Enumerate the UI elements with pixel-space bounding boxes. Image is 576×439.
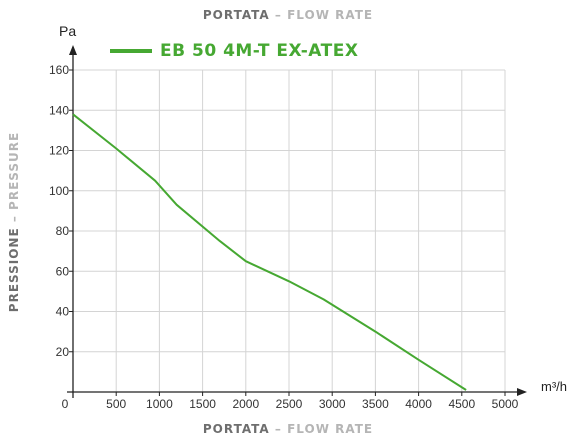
tick-labels: 0 500 1000 1500 2000 2500 3000 3500 4000 4500 5000… (49, 63, 519, 411)
top-title-strong: PORTATA (202, 8, 270, 22)
y-tick-label: 140 (49, 103, 69, 117)
legend-swatch (110, 49, 152, 53)
axes (67, 45, 527, 398)
x-tick-label: 4500 (448, 397, 475, 411)
x-tick-label: 3000 (319, 397, 346, 411)
grid (73, 69, 506, 392)
y-tick-label: 40 (56, 305, 70, 319)
x-tick-label: 0 (62, 397, 69, 411)
y-tick-label: 20 (56, 345, 70, 359)
bottom-title-strong: PORTATA (202, 422, 270, 436)
x-axis-arrow (517, 388, 527, 396)
y-tick-label: 160 (49, 63, 69, 77)
chart-top-title: PORTATA – FLOW RATE (0, 8, 576, 22)
y-tick-label: 100 (49, 184, 69, 198)
x-axis-unit: m³/h (541, 379, 567, 394)
x-tick-label: 1500 (189, 397, 216, 411)
x-tick-label: 4000 (405, 397, 432, 411)
x-tick-label: 2500 (276, 397, 303, 411)
chart-bottom-title: PORTATA – FLOW RATE (0, 422, 576, 436)
x-tick-label: 3500 (362, 397, 389, 411)
legend: EB 50 4M-T EX-ATEX (110, 41, 358, 61)
x-tick-label: 2000 (232, 397, 259, 411)
bottom-title-light: – FLOW RATE (274, 422, 374, 436)
y-tick-label: 120 (49, 144, 69, 158)
y-tick-label: 60 (56, 264, 70, 278)
y-tick-label: 80 (56, 224, 70, 238)
series-line (72, 113, 467, 391)
y-axis-arrow (69, 45, 77, 55)
x-tick-label: 1000 (146, 397, 173, 411)
series-lines (72, 113, 467, 391)
x-tick-label: 500 (106, 397, 126, 411)
x-tick-label: 5000 (492, 397, 519, 411)
top-title-light: – FLOW RATE (274, 8, 374, 22)
y-axis-unit: Pa (59, 23, 77, 39)
legend-label: EB 50 4M-T EX-ATEX (160, 41, 359, 61)
